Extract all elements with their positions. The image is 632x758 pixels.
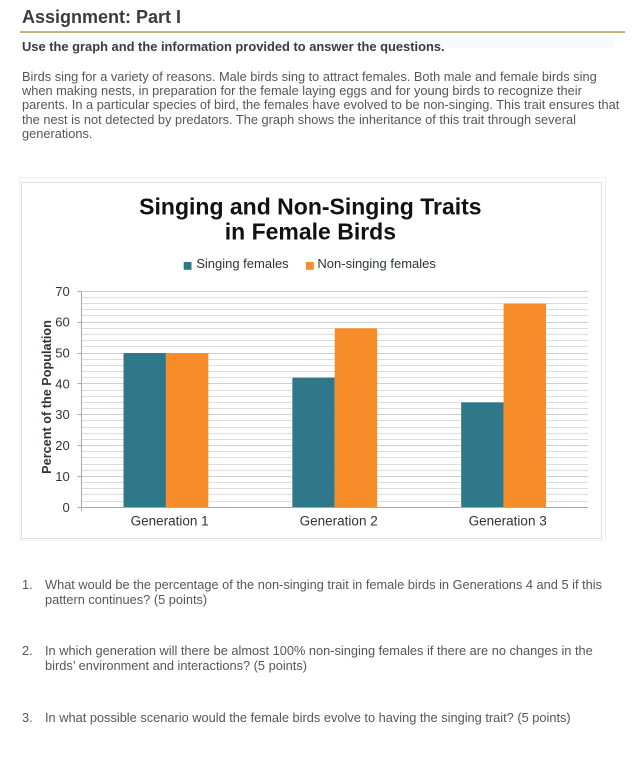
svg-text:Percent of the Population: Percent of the Population (40, 320, 54, 474)
svg-text:0: 0 (62, 500, 69, 515)
svg-text:Generation 2: Generation 2 (300, 514, 378, 529)
svg-text:20: 20 (55, 438, 69, 453)
svg-text:Singing and Non-Singing Traits: Singing and Non-Singing Traits (139, 193, 481, 219)
svg-text:40: 40 (55, 376, 69, 391)
svg-text:Singing females: Singing females (196, 256, 289, 271)
svg-text:Generation 3: Generation 3 (469, 514, 547, 529)
svg-text:60: 60 (55, 315, 69, 330)
svg-text:in Female Birds: in Female Birds (225, 218, 396, 244)
svg-text:30: 30 (55, 407, 69, 422)
svg-text:50: 50 (55, 346, 69, 361)
svg-text:Generation 1: Generation 1 (131, 514, 209, 529)
svg-text:70: 70 (55, 284, 69, 299)
svg-text:10: 10 (55, 469, 69, 484)
svg-text:Non-singing females: Non-singing females (317, 256, 436, 271)
